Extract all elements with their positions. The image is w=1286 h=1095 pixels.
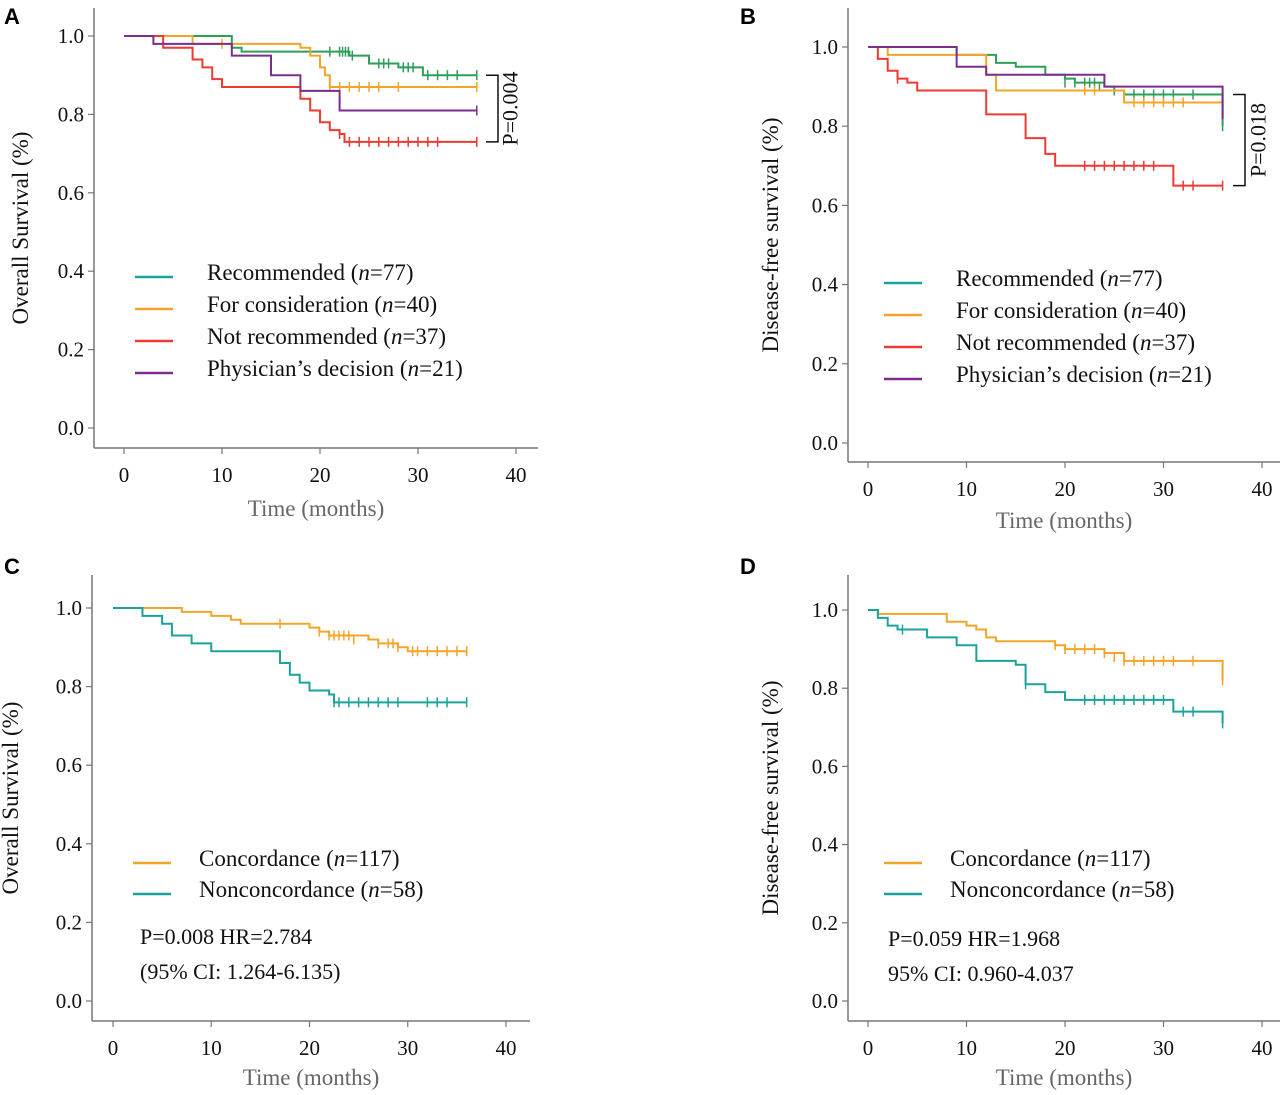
x-tick-label: 20 — [310, 463, 331, 487]
legend-label: Nonconcordance (n=58) — [950, 877, 1174, 902]
panel-c: C 0.0 0.2 0.4 0.6 0.8 1.0 0 10 20 30 40 Time (months… — [0, 554, 530, 1090]
y-tick-label: 0.8 — [56, 675, 82, 699]
x-tick-label: 10 — [201, 1036, 222, 1060]
series-line-nonconcordance — [113, 607, 467, 704]
y-tick-label: 0.2 — [812, 911, 838, 935]
x-tick-label: 0 — [863, 477, 874, 501]
panel-a: A 0.0 0.2 0.4 0.6 0.8 1.0 0 10 20 30 40 Time (months… — [4, 4, 538, 521]
y-axis-label: Overall Survival (%) — [8, 132, 33, 325]
x-tick-label: 40 — [1252, 477, 1273, 501]
x-tick-label: 20 — [1055, 1036, 1076, 1060]
y-tick-label: 0.8 — [812, 676, 838, 700]
x-tick-label: 10 — [956, 1036, 977, 1060]
y-tick-label: 1.0 — [812, 598, 838, 622]
x-tick-label: 40 — [1252, 1036, 1273, 1060]
x-axis-label: Time (months) — [996, 508, 1133, 533]
legend-label: Nonconcordance (n=58) — [199, 877, 423, 902]
p-value-label: P=0.004 — [498, 71, 523, 145]
panel-label: C — [4, 554, 20, 579]
y-tick-label: 0.0 — [58, 416, 84, 440]
series-line-concordance — [113, 607, 467, 653]
legend-label: Concordance (n=117) — [199, 846, 400, 871]
series-line-nonconcordance — [868, 609, 1224, 724]
series-line-physician-s-decision — [124, 35, 477, 112]
x-tick-label: 20 — [1055, 477, 1076, 501]
y-tick-label: 0.4 — [58, 259, 85, 283]
stats-text: P=0.008 HR=2.784 — [140, 924, 312, 949]
legend-label: Not recommended (n=37) — [207, 324, 446, 349]
x-tick-label: 30 — [1153, 1036, 1174, 1060]
y-tick-label: 0.0 — [812, 431, 838, 455]
x-tick-label: 40 — [506, 463, 527, 487]
x-axis-label: Time (months) — [248, 496, 385, 521]
y-tick-label: 0.8 — [812, 114, 838, 138]
y-tick-label: 0.2 — [56, 910, 82, 934]
y-tick-label: 0.6 — [812, 754, 838, 778]
y-axis-label: Disease-free survival (%) — [758, 118, 783, 353]
legend-label: Concordance (n=117) — [950, 846, 1151, 871]
y-tick-label: 1.0 — [56, 596, 82, 620]
y-axis-label: Overall Survival (%) — [0, 702, 23, 895]
y-tick-label: 0.6 — [58, 181, 84, 205]
x-tick-label: 20 — [299, 1036, 320, 1060]
series-line-concordance — [868, 609, 1224, 681]
series-line-not-recommended — [868, 46, 1223, 187]
legend-label: Recommended (n=77) — [207, 260, 414, 285]
y-axis-label: Disease-free survival (%) — [758, 681, 783, 916]
series-line-physician-s-decision — [868, 46, 1224, 119]
significance-bracket — [1233, 93, 1246, 187]
p-value-label: P=0.018 — [1246, 103, 1271, 177]
y-tick-label: 0.2 — [58, 338, 84, 362]
series-line-not-recommended — [124, 35, 477, 143]
panel-b: B 0.0 0.2 0.4 0.6 0.8 1.0 0 10 20 30 40 Time (months… — [740, 4, 1280, 533]
x-tick-label: 10 — [212, 463, 233, 487]
panel-label: D — [740, 554, 756, 579]
panel-label: B — [740, 4, 756, 29]
panel-label: A — [4, 4, 20, 29]
stats-text: (95% CI: 1.264-6.135) — [140, 959, 340, 984]
legend-label: For consideration (n=40) — [207, 292, 437, 317]
legend-label: Not recommended (n=37) — [956, 330, 1195, 355]
y-tick-label: 1.0 — [58, 24, 84, 48]
y-tick-label: 0.8 — [58, 102, 84, 126]
x-axis-label: Time (months) — [996, 1065, 1133, 1090]
y-tick-label: 0.6 — [56, 753, 82, 777]
x-tick-label: 30 — [408, 463, 429, 487]
x-axis-label: Time (months) — [243, 1065, 380, 1090]
y-tick-label: 0.0 — [56, 989, 82, 1013]
x-tick-label: 0 — [119, 463, 130, 487]
stats-text: 95% CI: 0.960-4.037 — [888, 961, 1074, 986]
y-tick-label: 0.6 — [812, 193, 838, 217]
significance-bracket — [486, 74, 499, 143]
stats-text: P=0.059 HR=1.968 — [888, 926, 1060, 951]
x-tick-label: 0 — [108, 1036, 119, 1060]
y-tick-label: 0.4 — [812, 833, 839, 857]
y-tick-label: 1.0 — [812, 35, 838, 59]
panel-d: D 0.0 0.2 0.4 0.6 0.8 1.0 0 10 20 30 40 Time (months… — [740, 554, 1280, 1090]
x-tick-label: 30 — [397, 1036, 418, 1060]
x-tick-label: 0 — [863, 1036, 874, 1060]
series-line-recommended — [124, 35, 477, 77]
y-tick-label: 0.4 — [56, 832, 83, 856]
x-tick-label: 10 — [956, 477, 977, 501]
y-tick-label: 0.4 — [812, 273, 839, 297]
legend-label: For consideration (n=40) — [956, 298, 1186, 323]
x-tick-label: 30 — [1153, 477, 1174, 501]
legend-label: Physician’s decision (n=21) — [956, 362, 1212, 387]
y-tick-label: 0.2 — [812, 352, 838, 376]
y-tick-label: 0.0 — [812, 989, 838, 1013]
x-tick-label: 40 — [496, 1036, 517, 1060]
legend-label: Physician’s decision (n=21) — [207, 356, 463, 381]
legend-label: Recommended (n=77) — [956, 266, 1163, 291]
